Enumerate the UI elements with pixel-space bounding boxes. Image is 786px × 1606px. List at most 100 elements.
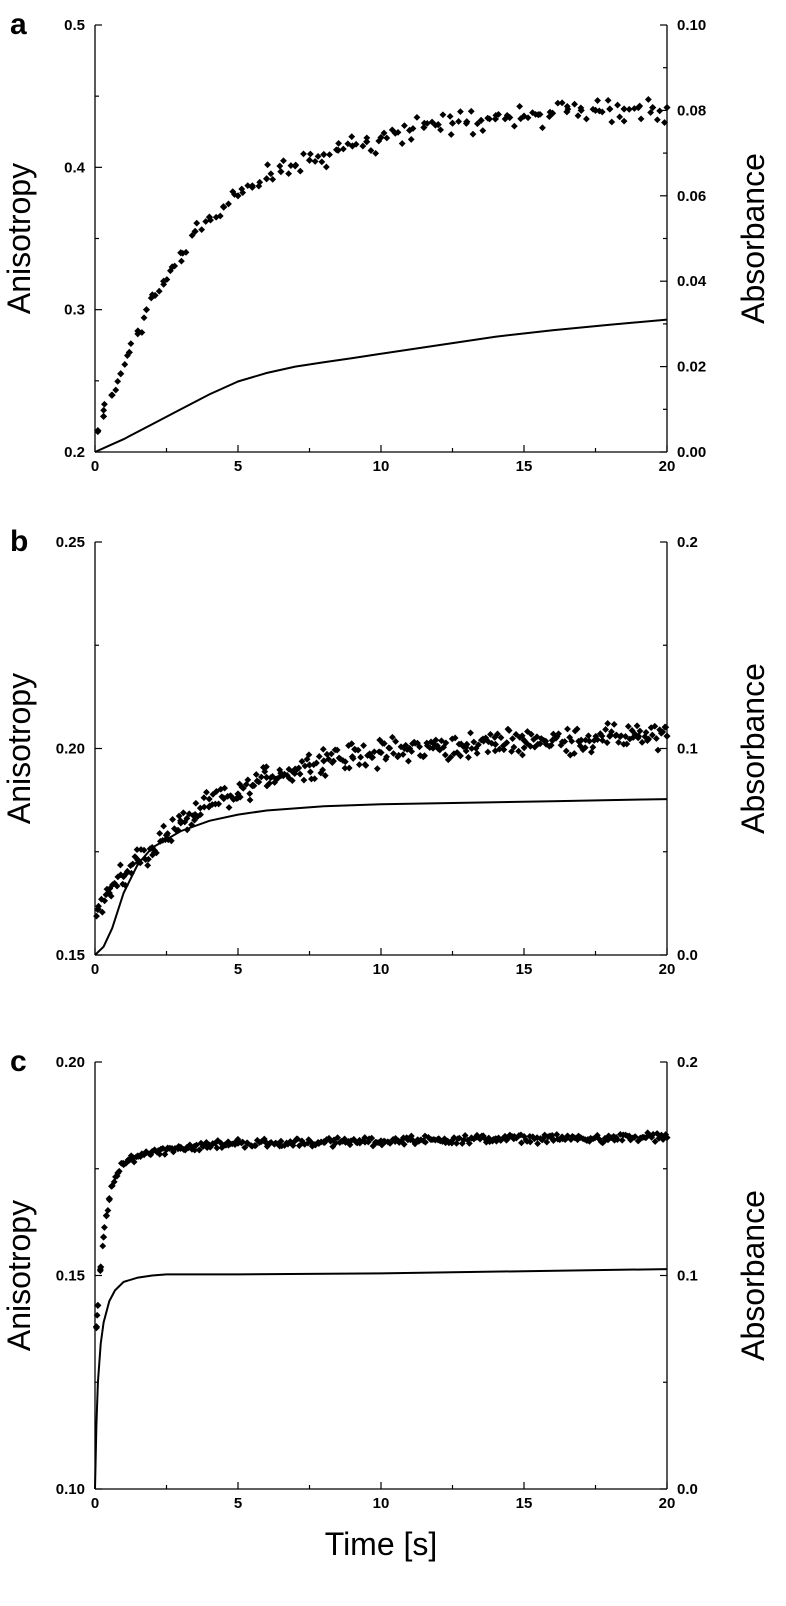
- anisotropy-point: [380, 129, 388, 137]
- anisotropy-point: [442, 739, 450, 747]
- anisotropy-point: [263, 763, 270, 771]
- anisotropy-point: [113, 882, 121, 890]
- anisotropy-point: [231, 191, 238, 198]
- anisotropy-point: [496, 745, 503, 753]
- anisotropy-point: [368, 1134, 376, 1142]
- anisotropy-point: [263, 175, 271, 183]
- anisotropy-point: [577, 104, 585, 112]
- anisotropy-point: [305, 751, 313, 759]
- anisotropy-point: [250, 782, 258, 790]
- anisotropy-point: [467, 729, 474, 737]
- anisotropy-point: [532, 110, 540, 118]
- anisotropy-point: [307, 1138, 315, 1146]
- anisotropy-point: [93, 912, 100, 920]
- y-right-tick-label: 0.1: [677, 1268, 698, 1285]
- anisotropy-point: [325, 755, 332, 763]
- anisotropy-point: [291, 1138, 298, 1145]
- anisotropy-point: [99, 412, 108, 421]
- anisotropy-point: [335, 139, 343, 147]
- anisotropy-point: [651, 722, 659, 730]
- x-tick-label: 20: [659, 458, 676, 475]
- anisotropy-point: [618, 1136, 626, 1144]
- anisotropy-point: [306, 150, 314, 158]
- anisotropy-point: [608, 728, 615, 736]
- anisotropy-point: [392, 1134, 399, 1142]
- anisotropy-point: [627, 1136, 634, 1144]
- anisotropy-point: [610, 720, 618, 728]
- anisotropy-point: [567, 1136, 575, 1143]
- anisotropy-point: [191, 227, 199, 235]
- anisotropy-point: [179, 809, 187, 817]
- anisotropy-point: [363, 138, 371, 146]
- anisotropy-point: [400, 1140, 408, 1148]
- anisotropy-point: [101, 897, 109, 905]
- anisotropy-point: [510, 743, 518, 751]
- anisotropy-point: [207, 216, 214, 224]
- anisotropy-point: [296, 167, 304, 175]
- anisotropy-point: [347, 1137, 355, 1145]
- anisotropy-point: [510, 122, 518, 130]
- y-right-axis-title: Absorbance: [735, 1190, 771, 1361]
- anisotropy-point: [593, 1131, 601, 1139]
- anisotropy-point: [451, 734, 459, 742]
- anisotropy-point: [277, 168, 285, 176]
- anisotropy-point: [108, 391, 115, 399]
- anisotropy-point: [608, 118, 616, 126]
- anisotropy-point: [633, 722, 641, 730]
- anisotropy-point: [624, 723, 632, 730]
- anisotropy-point: [130, 1154, 138, 1162]
- anisotropy-point: [614, 1136, 621, 1143]
- anisotropy-point: [497, 1137, 505, 1144]
- anisotropy-point: [589, 105, 597, 113]
- anisotropy-point: [369, 1142, 377, 1150]
- anisotropy-point: [188, 232, 196, 239]
- anisotropy-point: [642, 728, 650, 736]
- anisotropy-point: [154, 1147, 162, 1154]
- anisotropy-point: [562, 747, 570, 755]
- anisotropy-point: [167, 837, 175, 845]
- anisotropy-point: [602, 726, 609, 733]
- anisotropy-point: [244, 1140, 252, 1147]
- anisotropy-point: [654, 746, 662, 754]
- anisotropy-point: [435, 1135, 443, 1143]
- absorbance-trace: [94, 798, 668, 956]
- anisotropy-point: [536, 111, 544, 118]
- anisotropy-point: [127, 340, 135, 347]
- y-left-tick-label: 0.3: [64, 302, 85, 319]
- anisotropy-point: [491, 115, 499, 123]
- anisotropy-point: [355, 761, 363, 769]
- anisotropy-point: [325, 1134, 333, 1142]
- anisotropy-point: [604, 96, 612, 104]
- x-tick-label: 15: [516, 1495, 533, 1512]
- anisotropy-point: [603, 739, 611, 747]
- anisotropy-point: [333, 146, 340, 154]
- anisotropy-point: [308, 1142, 316, 1150]
- anisotropy-point: [585, 732, 592, 740]
- panel-letter: b: [10, 525, 28, 558]
- anisotropy-point: [395, 1139, 403, 1146]
- anisotropy-point: [252, 771, 260, 778]
- anisotropy-point: [653, 116, 661, 124]
- anisotropy-point: [215, 800, 223, 808]
- anisotropy-point: [470, 738, 478, 746]
- anisotropy-point: [375, 748, 383, 756]
- anisotropy-point: [213, 1144, 221, 1152]
- anisotropy-point: [320, 150, 328, 159]
- anisotropy-point: [477, 116, 485, 124]
- anisotropy-point: [441, 751, 449, 759]
- anisotropy-point: [95, 902, 102, 910]
- anisotropy-point: [375, 137, 383, 145]
- anisotropy-point: [112, 386, 120, 394]
- anisotropy-point: [107, 892, 115, 900]
- y-left-tick-label: 0.15: [56, 1268, 85, 1285]
- anisotropy-point: [261, 768, 269, 775]
- anisotropy-point: [188, 1145, 196, 1153]
- anisotropy-point: [645, 735, 653, 743]
- anisotropy-point: [225, 804, 233, 811]
- anisotropy-point: [479, 127, 487, 135]
- anisotropy-point: [539, 1135, 547, 1142]
- anisotropy-point: [133, 846, 141, 854]
- x-tick-label: 5: [234, 1495, 242, 1512]
- anisotropy-point: [401, 122, 408, 130]
- anisotropy-point: [373, 765, 381, 773]
